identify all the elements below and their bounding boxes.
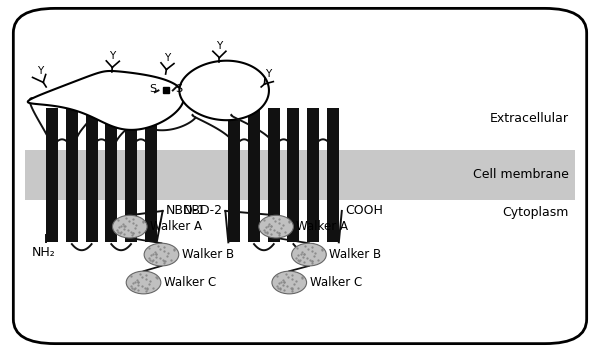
Bar xyxy=(106,108,117,243)
Text: NH₂: NH₂ xyxy=(31,246,55,259)
Text: S: S xyxy=(149,84,156,94)
Bar xyxy=(46,108,58,243)
Bar xyxy=(86,108,98,243)
Text: Cell membrane: Cell membrane xyxy=(473,169,569,181)
Ellipse shape xyxy=(272,271,307,294)
Bar xyxy=(25,150,575,200)
Text: Walker C: Walker C xyxy=(310,276,362,289)
Text: Walker B: Walker B xyxy=(182,248,234,261)
Bar xyxy=(268,108,280,243)
Text: Y: Y xyxy=(110,51,116,61)
Bar xyxy=(327,108,339,243)
Ellipse shape xyxy=(126,271,161,294)
Text: Walker A: Walker A xyxy=(150,220,202,233)
Bar xyxy=(229,108,240,243)
Text: NBD-2: NBD-2 xyxy=(182,205,223,218)
Polygon shape xyxy=(179,61,269,120)
Bar xyxy=(66,108,78,243)
Bar xyxy=(125,108,137,243)
Bar xyxy=(287,108,299,243)
Ellipse shape xyxy=(259,215,293,238)
Ellipse shape xyxy=(112,215,147,238)
Text: COOH: COOH xyxy=(345,205,383,218)
Text: NBD-1: NBD-1 xyxy=(166,205,206,218)
Text: Cytoplasm: Cytoplasm xyxy=(502,206,569,219)
Text: Walker A: Walker A xyxy=(296,220,349,233)
Bar xyxy=(145,108,157,243)
FancyBboxPatch shape xyxy=(13,8,587,344)
Ellipse shape xyxy=(144,243,179,266)
Text: Y: Y xyxy=(164,53,170,63)
Text: Y: Y xyxy=(265,69,271,80)
Text: S: S xyxy=(175,84,182,94)
Polygon shape xyxy=(28,71,184,130)
Bar xyxy=(307,108,319,243)
Ellipse shape xyxy=(292,243,326,266)
Text: Extracellular: Extracellular xyxy=(490,112,569,125)
Text: Walker C: Walker C xyxy=(164,276,216,289)
Text: Y: Y xyxy=(216,41,223,51)
Text: Walker B: Walker B xyxy=(329,248,382,261)
Text: Y: Y xyxy=(37,66,43,76)
Bar xyxy=(248,108,260,243)
